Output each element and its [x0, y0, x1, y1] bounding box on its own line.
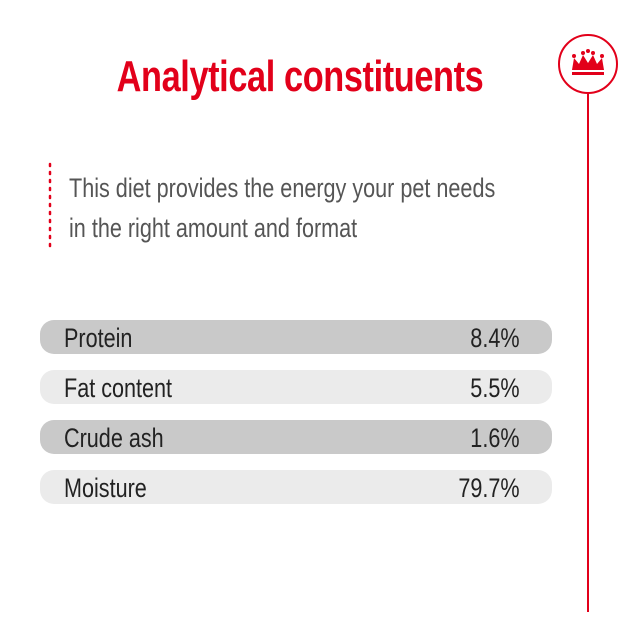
row-label: Fat content [64, 373, 173, 403]
row-label: Moisture [64, 473, 147, 503]
row-value: 1.6% [470, 423, 520, 453]
table-row: Crude ash 1.6% [40, 420, 552, 454]
table-row: Moisture 79.7% [40, 470, 552, 504]
table-row: Protein 8.4% [40, 320, 552, 354]
row-label: Crude ash [64, 423, 164, 453]
row-value: 79.7% [458, 473, 520, 503]
row-value: 8.4% [470, 323, 520, 353]
row-value: 5.5% [470, 373, 520, 403]
title: Analytical constituents [116, 52, 484, 101]
table-row: Fat content 5.5% [40, 370, 552, 404]
intro-text: in the right amount and format [69, 213, 358, 243]
row-label: Protein [64, 323, 133, 353]
crown-icon [572, 49, 604, 75]
intro-text: This diet provides the energy your pet n… [69, 173, 496, 203]
